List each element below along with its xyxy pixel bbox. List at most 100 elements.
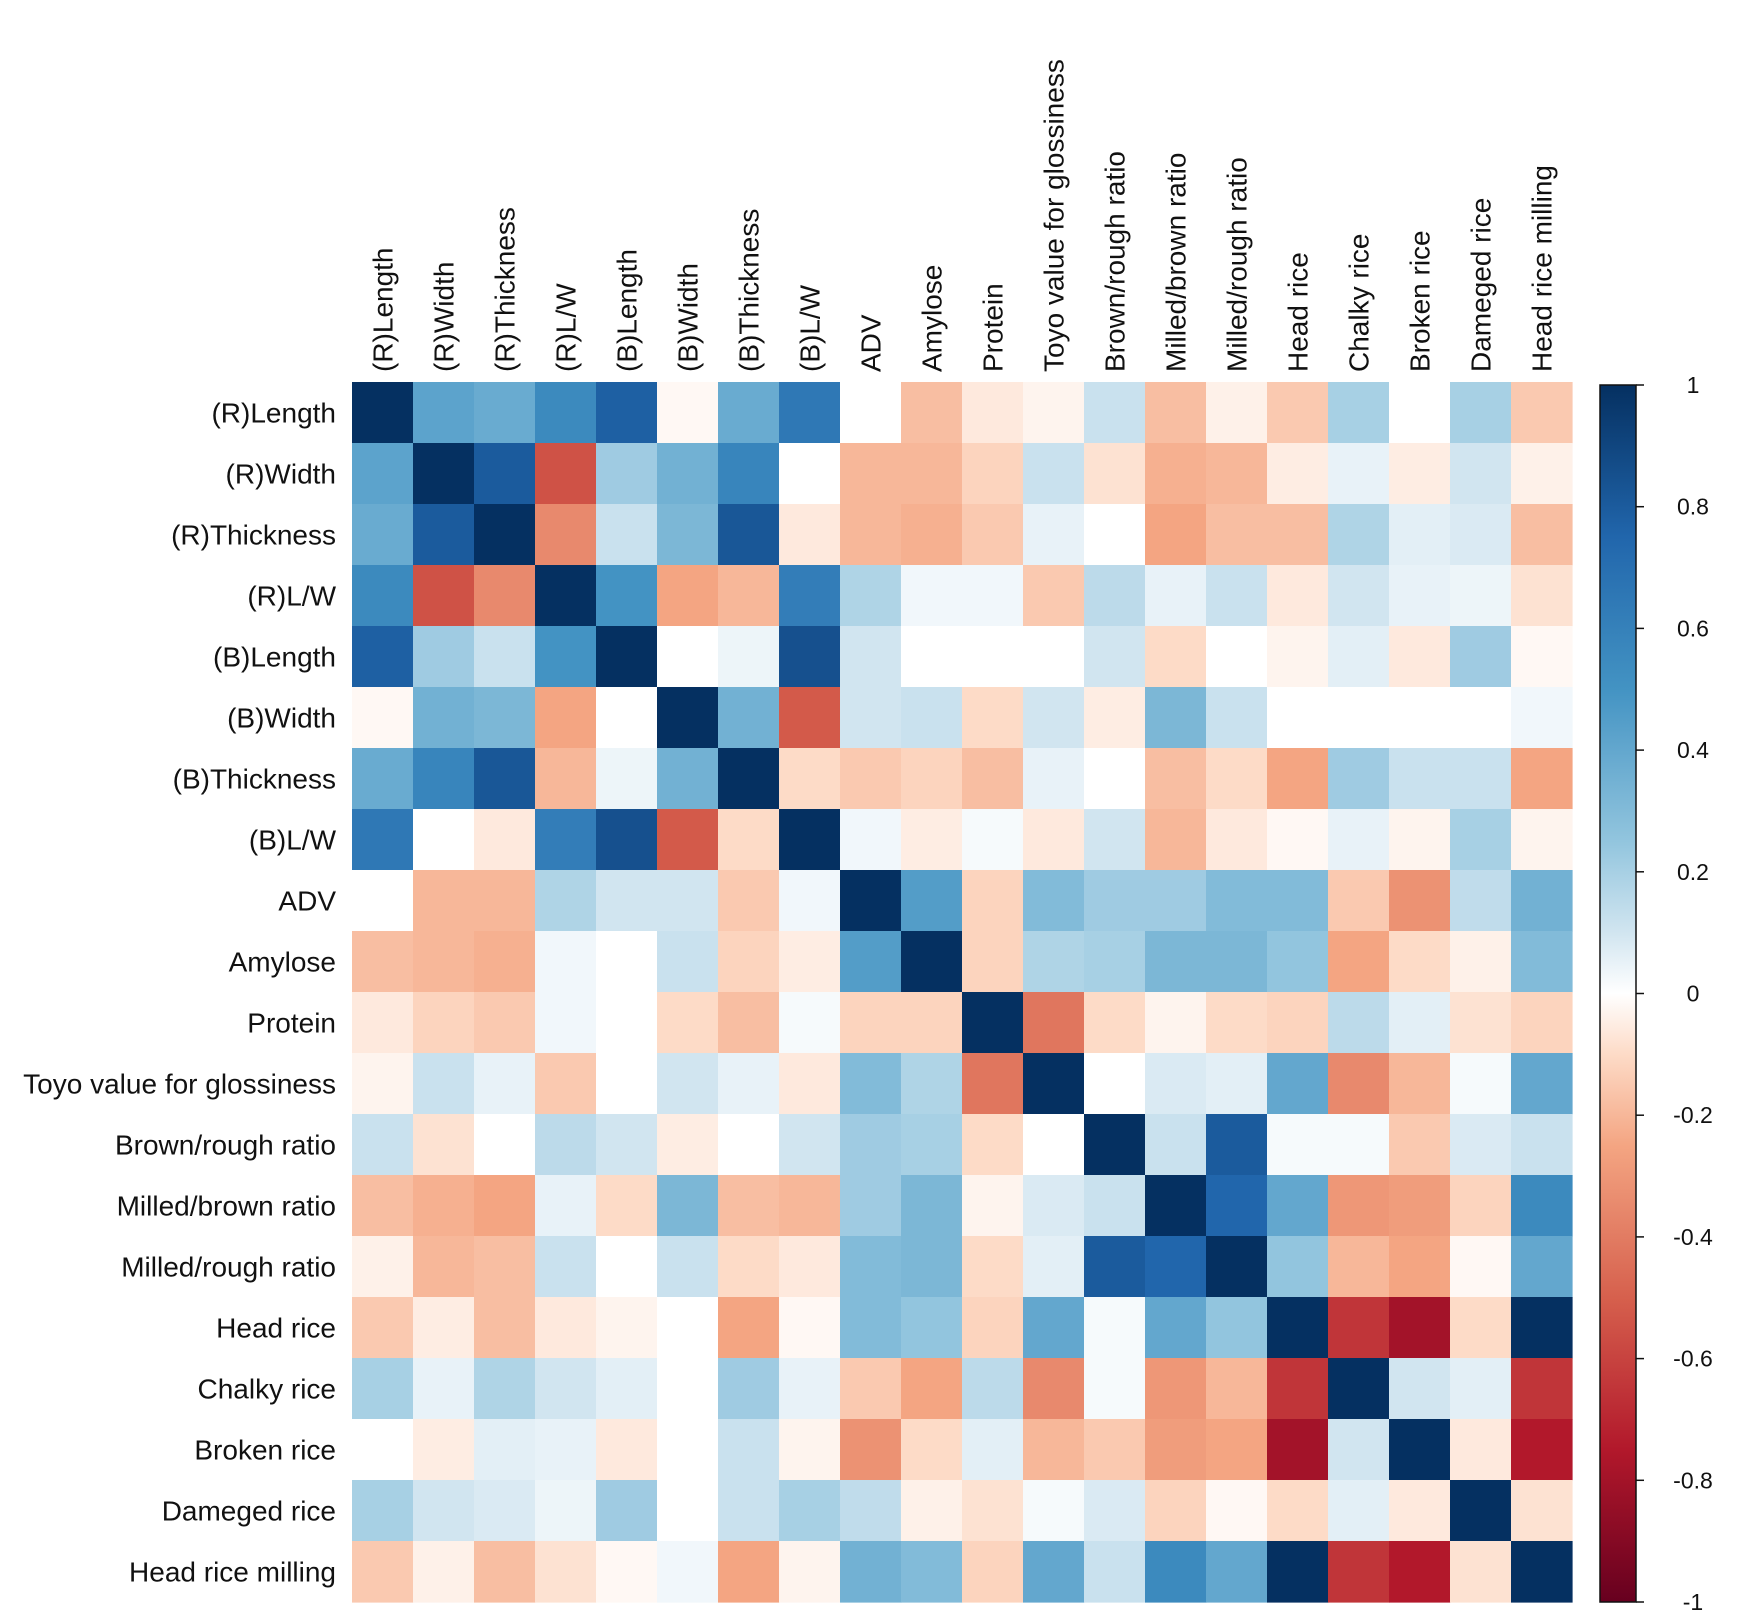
cell-milled-brown-ratio-x-b-length	[596, 1175, 658, 1237]
cell-r-width-x-brown-rough-ratio	[1084, 443, 1146, 505]
cell-milled-rough-ratio-x-head-rice	[1267, 1236, 1329, 1298]
cell-milled-brown-ratio-x-brown-rough-ratio	[1084, 1175, 1146, 1237]
col-label-head-rice-milling: Head rice milling	[1527, 165, 1558, 372]
cell-head-rice-milling-x-head-rice-milling	[1511, 1541, 1573, 1603]
cell-milled-rough-ratio-x-chalky-rice	[1328, 1236, 1390, 1298]
cell-r-length-x-b-width	[657, 382, 719, 444]
cell-broken-rice-x-head-rice	[1267, 1419, 1329, 1481]
cell-r-thickness-x-r-length	[352, 504, 414, 566]
heatmap-cells	[352, 382, 1573, 1603]
cell-b-thickness-x-chalky-rice	[1328, 748, 1390, 810]
cell-b-thickness-x-adv	[840, 748, 902, 810]
cell-r-l-w-x-milled-rough-ratio	[1206, 565, 1268, 627]
cell-r-thickness-x-milled-rough-ratio	[1206, 504, 1268, 566]
cell-amylose-x-b-length	[596, 931, 658, 993]
cell-milled-brown-ratio-x-head-rice-milling	[1511, 1175, 1573, 1237]
cell-dameged-rice-x-b-thickness	[718, 1480, 780, 1542]
cell-b-l-w-x-r-width	[413, 809, 475, 871]
cell-r-width-x-head-rice	[1267, 443, 1329, 505]
cell-milled-rough-ratio-x-broken-rice	[1389, 1236, 1451, 1298]
cell-amylose-x-brown-rough-ratio	[1084, 931, 1146, 993]
row-label-b-thickness: (B)Thickness	[173, 764, 336, 795]
cell-protein-x-b-thickness	[718, 992, 780, 1054]
colorbar-tick-label: 0.6	[1677, 615, 1709, 641]
cell-chalky-rice-x-brown-rough-ratio	[1084, 1358, 1146, 1420]
cell-brown-rough-ratio-x-b-l-w	[779, 1114, 841, 1176]
row-label-broken-rice: Broken rice	[194, 1435, 336, 1466]
cell-r-thickness-x-brown-rough-ratio	[1084, 504, 1146, 566]
colorbar-tick-label: -1	[1683, 1589, 1703, 1613]
cell-broken-rice-x-r-thickness	[474, 1419, 536, 1481]
cell-head-rice-milling-x-b-thickness	[718, 1541, 780, 1603]
cell-r-l-w-x-head-rice	[1267, 565, 1329, 627]
row-label-brown-rough-ratio: Brown/rough ratio	[115, 1130, 336, 1161]
cell-r-length-x-dameged-rice	[1450, 382, 1512, 444]
cell-broken-rice-x-milled-brown-ratio	[1145, 1419, 1207, 1481]
cell-head-rice-milling-x-b-length	[596, 1541, 658, 1603]
cell-chalky-rice-x-head-rice-milling	[1511, 1358, 1573, 1420]
cell-brown-rough-ratio-x-chalky-rice	[1328, 1114, 1390, 1176]
cell-head-rice-x-r-thickness	[474, 1297, 536, 1359]
cell-broken-rice-x-milled-rough-ratio	[1206, 1419, 1268, 1481]
cell-r-length-x-adv	[840, 382, 902, 444]
cell-b-width-x-b-l-w	[779, 687, 841, 749]
cell-amylose-x-b-l-w	[779, 931, 841, 993]
cell-broken-rice-x-b-width	[657, 1419, 719, 1481]
cell-b-l-w-x-r-thickness	[474, 809, 536, 871]
cell-chalky-rice-x-b-length	[596, 1358, 658, 1420]
cell-brown-rough-ratio-x-r-width	[413, 1114, 475, 1176]
cell-b-width-x-amylose	[901, 687, 963, 749]
cell-b-width-x-head-rice-milling	[1511, 687, 1573, 749]
cell-b-l-w-x-brown-rough-ratio	[1084, 809, 1146, 871]
cell-protein-x-b-l-w	[779, 992, 841, 1054]
cell-r-thickness-x-head-rice-milling	[1511, 504, 1573, 566]
col-label-b-width: (B)Width	[673, 263, 704, 372]
cell-r-thickness-x-adv	[840, 504, 902, 566]
cell-head-rice-x-chalky-rice	[1328, 1297, 1390, 1359]
cell-b-length-x-broken-rice	[1389, 626, 1451, 688]
cell-milled-rough-ratio-x-brown-rough-ratio	[1084, 1236, 1146, 1298]
col-label-r-length: (R)Length	[368, 247, 399, 372]
cell-r-width-x-b-width	[657, 443, 719, 505]
cell-head-rice-x-brown-rough-ratio	[1084, 1297, 1146, 1359]
row-label-r-length: (R)Length	[211, 398, 336, 429]
cell-adv-x-b-l-w	[779, 870, 841, 932]
cell-broken-rice-x-r-l-w	[535, 1419, 597, 1481]
cell-r-length-x-r-length	[352, 382, 414, 444]
cell-b-width-x-broken-rice	[1389, 687, 1451, 749]
col-label-milled-rough-ratio: Milled/rough ratio	[1222, 157, 1253, 372]
cell-head-rice-milling-x-r-width	[413, 1541, 475, 1603]
cell-r-length-x-b-length	[596, 382, 658, 444]
cell-b-thickness-x-amylose	[901, 748, 963, 810]
cell-milled-brown-ratio-x-b-l-w	[779, 1175, 841, 1237]
cell-head-rice-x-b-l-w	[779, 1297, 841, 1359]
cell-head-rice-milling-x-brown-rough-ratio	[1084, 1541, 1146, 1603]
cell-b-width-x-r-thickness	[474, 687, 536, 749]
cell-milled-brown-ratio-x-protein	[962, 1175, 1024, 1237]
cell-dameged-rice-x-milled-brown-ratio	[1145, 1480, 1207, 1542]
cell-r-thickness-x-milled-brown-ratio	[1145, 504, 1207, 566]
col-label-head-rice: Head rice	[1283, 252, 1314, 372]
cell-adv-x-broken-rice	[1389, 870, 1451, 932]
cell-chalky-rice-x-b-l-w	[779, 1358, 841, 1420]
cell-toyo-value-for-glossiness-x-head-rice-milling	[1511, 1053, 1573, 1115]
row-label-head-rice: Head rice	[216, 1313, 336, 1344]
cell-chalky-rice-x-r-length	[352, 1358, 414, 1420]
cell-broken-rice-x-b-l-w	[779, 1419, 841, 1481]
cell-milled-brown-ratio-x-toyo-value-for-glossiness	[1023, 1175, 1085, 1237]
cell-dameged-rice-x-head-rice	[1267, 1480, 1329, 1542]
cell-adv-x-head-rice-milling	[1511, 870, 1573, 932]
cell-r-width-x-amylose	[901, 443, 963, 505]
cell-b-length-x-r-width	[413, 626, 475, 688]
cell-dameged-rice-x-r-l-w	[535, 1480, 597, 1542]
cell-r-length-x-head-rice	[1267, 382, 1329, 444]
cell-r-thickness-x-protein	[962, 504, 1024, 566]
cell-r-thickness-x-chalky-rice	[1328, 504, 1390, 566]
cell-amylose-x-b-width	[657, 931, 719, 993]
cell-milled-brown-ratio-x-head-rice	[1267, 1175, 1329, 1237]
cell-amylose-x-adv	[840, 931, 902, 993]
cell-protein-x-broken-rice	[1389, 992, 1451, 1054]
cell-milled-rough-ratio-x-adv	[840, 1236, 902, 1298]
cell-r-width-x-b-l-w	[779, 443, 841, 505]
cell-protein-x-r-thickness	[474, 992, 536, 1054]
